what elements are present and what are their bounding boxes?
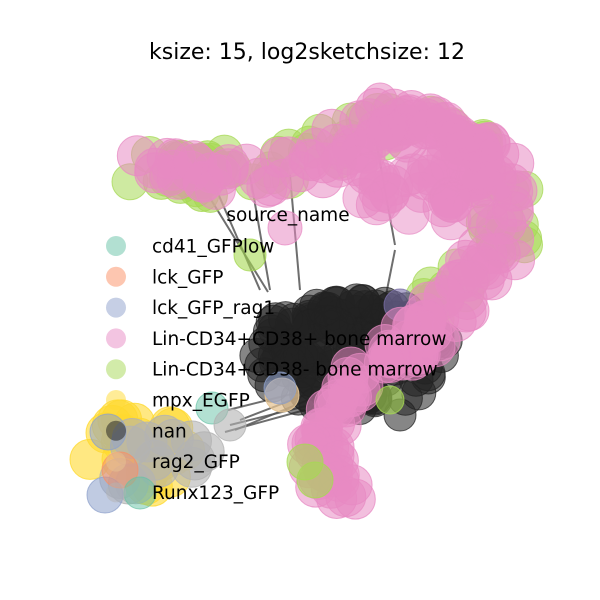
graph-node: [183, 431, 225, 473]
legend-label: Lin-CD34+CD38- bone marrow: [152, 360, 438, 381]
graph-node: [213, 408, 247, 442]
graph-node: [267, 210, 303, 246]
graph-node: [409, 154, 451, 196]
legend-marker: [106, 297, 126, 318]
legend-label: cd41_GFPlow: [152, 237, 274, 258]
legend-marker: [106, 451, 126, 472]
legend-label: mpx_EGFP: [152, 391, 250, 412]
legend-label: nan: [152, 421, 187, 442]
legend-item: Runx123_GFP: [106, 482, 279, 504]
graph-node: [362, 82, 398, 118]
legend-marker: [106, 390, 126, 410]
legend-marker: [106, 328, 126, 349]
legend: source_name cd41_GFPlow lck_GFP lck_GFP_ra…: [106, 205, 446, 504]
graph-node: [331, 464, 373, 506]
legend-item: rag2_GFP: [106, 451, 240, 473]
figure-title: ksize: 15, log2sketchsize: 12: [149, 40, 465, 65]
legend-marker: [106, 266, 126, 287]
legend-item: mpx_EGFP: [106, 390, 250, 412]
graph-nodes: [69, 82, 544, 520]
legend-marker: [106, 359, 126, 380]
legend-label: lck_GFP: [152, 267, 223, 288]
graph-node: [349, 151, 391, 193]
graph-node: [233, 238, 267, 272]
legend-marker: [106, 236, 126, 256]
legend-marker: [106, 482, 126, 503]
legend-item: Lin-CD34+CD38- bone marrow: [106, 359, 438, 381]
legend-item: cd41_GFPlow: [106, 236, 274, 258]
legend-label: Lin-CD34+CD38+ bone marrow: [152, 329, 446, 350]
legend-label: Runx123_GFP: [152, 483, 279, 504]
graph-node: [307, 291, 343, 327]
legend-item: nan: [106, 420, 187, 442]
legend-label: lck_GFP_rag1: [152, 298, 275, 319]
graph-node: [296, 461, 334, 499]
legend-title: source_name: [226, 205, 349, 226]
legend-marker: [106, 420, 126, 441]
legend-label: rag2_GFP: [152, 452, 240, 473]
graph-node: [263, 371, 297, 405]
legend-item: lck_GFP: [106, 266, 223, 288]
graph-node: [283, 337, 318, 373]
graph-node: [375, 385, 405, 415]
graph-node: [440, 130, 482, 172]
legend-item: Lin-CD34+CD38+ bone marrow: [106, 328, 446, 350]
legend-item: lck_GFP_rag1: [106, 297, 275, 319]
legend-items: cd41_GFPlow lck_GFP lck_GFP_rag1 Lin-CD34+C…: [106, 236, 446, 504]
